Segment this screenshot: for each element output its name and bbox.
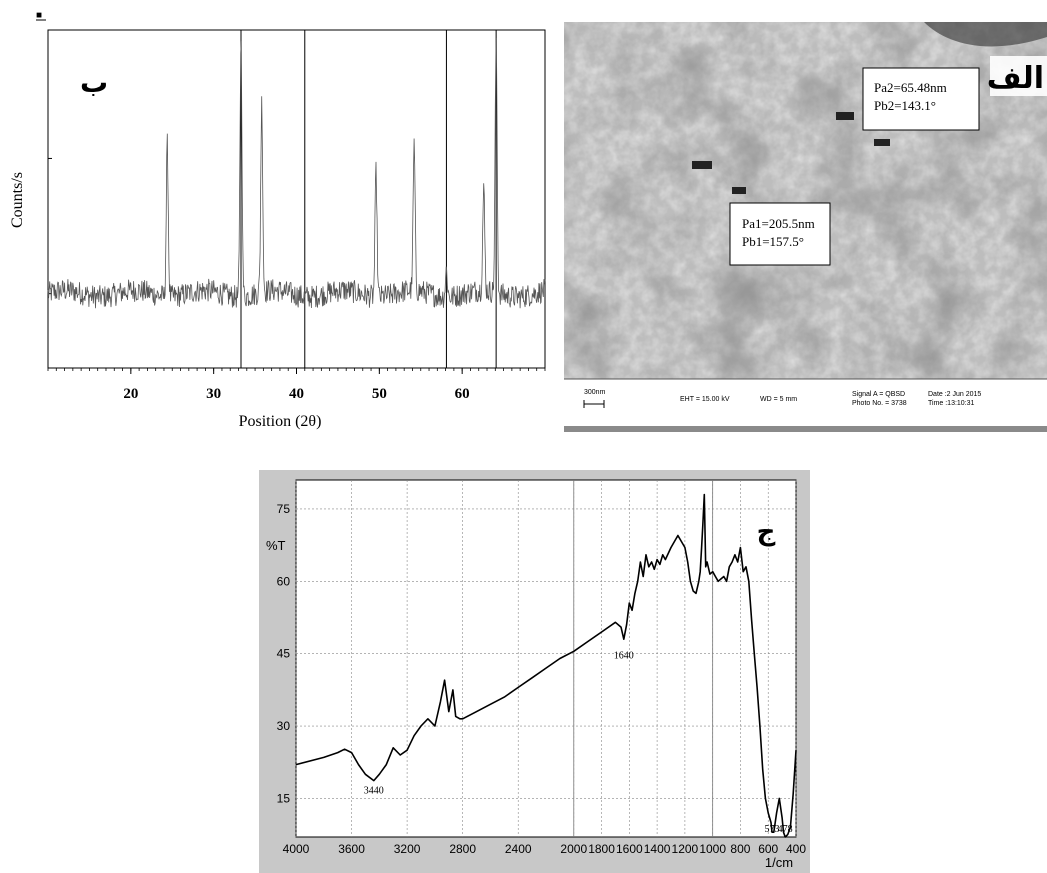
ftir-x-tick-label: 3600 <box>338 842 365 856</box>
sem-annotation-bottom-line1: Pa1=205.5nm <box>742 216 815 231</box>
ftir-y-tick-label: 15 <box>277 791 291 805</box>
ftir-x-tick-label: 400 <box>786 842 806 856</box>
sem-info-photo: Photo No. = 3738 <box>852 400 907 407</box>
ftir-x-tick-label: 3200 <box>394 842 421 856</box>
ftir-panel-label: ج <box>757 517 776 547</box>
ftir-series-line <box>295 493 797 838</box>
ftir-y-tick-label: 75 <box>277 502 291 516</box>
ftir-peak-annotation: 573 <box>764 824 779 835</box>
sem-info-date: Date :2 Jun 2015 <box>928 391 981 398</box>
particle-marker <box>874 139 890 146</box>
xrd-top-marker: ■ <box>36 10 42 21</box>
sem-scalebar-label: 300nm <box>584 389 606 396</box>
sem-scalebar <box>583 400 605 408</box>
ftir-peak-annotation: 1640 <box>614 651 634 662</box>
ftir-x-tick-label: 2800 <box>449 842 476 856</box>
ftir-x-tick-label: 1400 <box>644 842 671 856</box>
sem-annotation-top-line1: Pa2=65.48nm <box>874 80 947 95</box>
xrd-line-group <box>47 38 546 309</box>
ftir-tick-group: 4000 3600 3200 2800 2400 2000 1800 1600 1400 1200… <box>277 502 807 856</box>
ftir-x-tick-label: 1800 <box>588 842 615 856</box>
ftir-x-tick-label: 800 <box>730 842 750 856</box>
ftir-x-tick-label: 4000 <box>283 842 310 856</box>
sem-annotation-bottom-line2: Pb1=157.5° <box>742 234 804 249</box>
ftir-plot-frame <box>295 479 797 838</box>
particle-marker <box>732 187 746 194</box>
ftir-line-group <box>295 493 797 838</box>
xrd-x-tick-label: 30 <box>206 386 221 402</box>
xrd-series-line <box>47 38 546 309</box>
ftir-x-tick-label: 1000 <box>699 842 726 856</box>
ftir-chart: 4000 3600 3200 2800 2400 2000 1800 1600 1400 1200… <box>259 470 810 873</box>
sem-annotation-top: Pa2=65.48nm Pb2=143.1° <box>862 67 980 131</box>
ftir-peak-annotation: 3440 <box>364 786 384 797</box>
sem-info-signal: Signal A = QBSD <box>852 391 905 398</box>
ftir-x-tick-label: 600 <box>758 842 778 856</box>
ftir-y-tick-label: 60 <box>277 574 291 588</box>
particle-marker <box>836 112 854 120</box>
ftir-ylabel: %T <box>266 538 286 553</box>
xrd-xlabel: Position (2θ) <box>239 413 322 430</box>
sem-annotation-top-line2: Pb2=143.1° <box>874 98 936 113</box>
ftir-x-tick-label: 2400 <box>505 842 532 856</box>
sem-panel-label: الف <box>987 61 1044 96</box>
ftir-y-tick-label: 45 <box>277 647 291 661</box>
xrd-x-tick-label: 20 <box>123 386 138 402</box>
xrd-gridlines <box>240 30 497 368</box>
ftir-xlabel: 1/cm <box>765 855 793 870</box>
xrd-panel-label: ب <box>80 66 108 99</box>
sem-info-eht: EHT = 15.00 kV <box>680 396 730 403</box>
xrd-tick-group: 20 30 40 50 60 <box>47 368 546 402</box>
xrd-x-tick-label: 40 <box>289 386 304 402</box>
ftir-gridlines <box>295 480 797 837</box>
sem-annotation-bottom: Pa1=205.5nm Pb1=157.5° <box>729 202 831 266</box>
particle-marker <box>692 161 712 169</box>
xrd-x-tick-label: 60 <box>455 386 470 402</box>
xrd-ylabel: Counts/s <box>9 172 26 228</box>
sem-image: Pa2=65.48nm Pb2=143.1° Pa1=205.5nm Pb1=1… <box>564 22 1047 432</box>
sem-info-time: Time :13:10:31 <box>928 400 975 407</box>
ftir-x-tick-label: 1200 <box>672 842 699 856</box>
ftir-x-tick-label: 2000 <box>560 842 587 856</box>
xrd-plot-frame <box>47 29 546 369</box>
xrd-x-tick-label: 50 <box>372 386 387 402</box>
ftir-peak-annotation: 478 <box>778 824 793 835</box>
ftir-y-tick-label: 30 <box>277 719 291 733</box>
ftir-x-tick-label: 1600 <box>616 842 643 856</box>
xrd-chart: ■ 20 30 40 50 60 Counts/s Position (2θ) ب <box>9 10 546 430</box>
sem-info-wd: WD = 5 mm <box>760 396 797 403</box>
